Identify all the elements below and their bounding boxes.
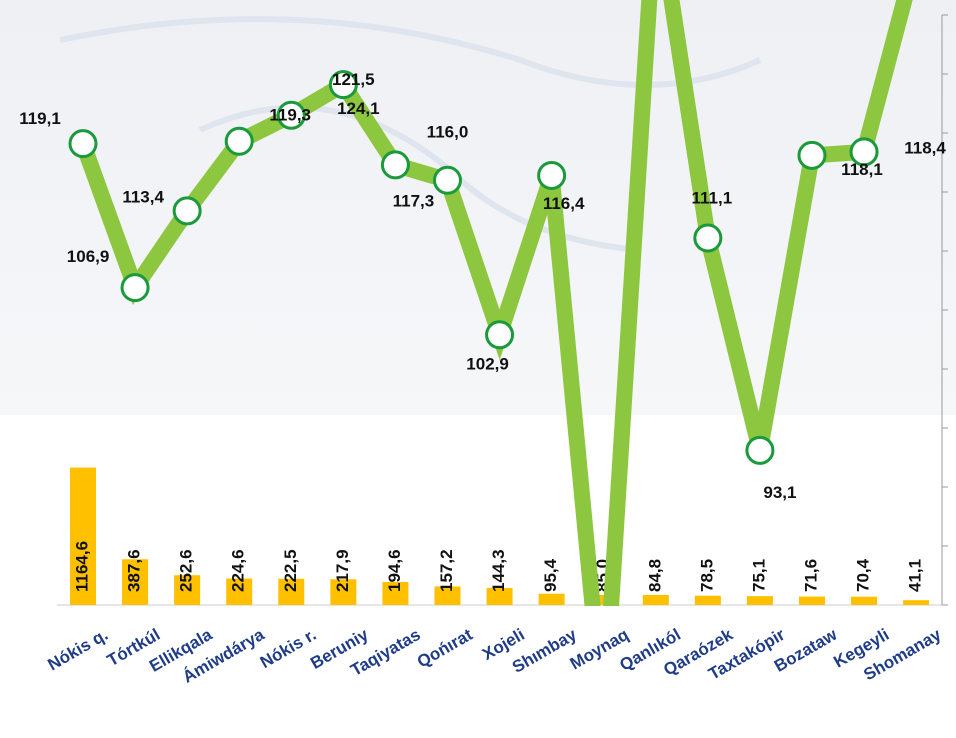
bar [278,578,305,605]
line-series [68,0,913,606]
bar-value-label: 144,3 [489,549,508,592]
marker [745,435,775,465]
bar-value-label: 75,1 [749,559,768,592]
line-value-label: 113,4 [122,187,164,206]
bar [330,579,357,605]
marker [693,223,723,253]
marker [380,150,410,180]
bar [226,578,253,605]
background [0,0,956,415]
marker [120,273,150,303]
marker [276,100,306,130]
x-tick-label: Nókis r. [257,625,320,672]
marker [797,140,827,170]
bar [434,586,461,605]
bar [798,596,825,605]
bar [903,600,930,605]
bar [382,582,409,605]
marker [432,165,462,195]
line-value-label: 111,1 [692,189,733,208]
line-value-label: 117,3 [393,191,435,210]
bar [746,596,773,605]
bar-value-label: 194,6 [385,549,404,592]
marker [537,160,567,190]
bar-value-label: 41,1 [906,559,925,592]
bar [174,575,201,605]
line-value-label: 121,5 [332,70,375,89]
bar-value-label: 222,5 [281,549,300,592]
bar-value-label: 71,6 [801,559,820,592]
marker [849,137,879,167]
marker [485,320,515,350]
bar-value-label: 252,6 [177,549,196,592]
line-value-label: 124,1 [337,99,380,118]
line-value-label: 116,4 [543,194,585,213]
bar [851,596,878,605]
line-value-label: 119,3 [269,106,311,125]
marker [68,129,98,159]
line-value-label: 119,1 [19,109,61,128]
bar [486,587,513,605]
bar [538,593,565,605]
line-value-label: 118,1 [841,160,883,179]
bar [122,559,149,605]
bar-value-label: 84,8 [645,559,664,592]
line-value-label: 118,4 [904,138,946,157]
bar [70,467,96,605]
bar-value-label: 70,4 [854,558,873,592]
bar-value-label: 78,5 [697,559,716,592]
x-tick-label: Qońırat [414,625,476,672]
bar [642,594,669,605]
bar-value-label: 387,6 [125,549,144,592]
bar-value-label: 224,6 [229,549,248,592]
x-tick-label: Nókis q. [44,625,111,675]
marker [328,70,358,100]
marker [224,126,254,156]
marker [172,196,202,226]
line-value-label: 102,9 [466,354,509,373]
bar-value-label: 1164,6 [72,541,91,592]
bar-value-label: 95,4 [541,558,560,592]
bar-value-label: 157,2 [437,549,456,592]
bar [694,595,721,605]
bar-value-label: 217,9 [333,549,352,592]
line-value-label: 116,0 [427,123,469,142]
line-value-label: 93,1 [763,483,796,502]
line-value-label: 106,9 [67,247,110,266]
